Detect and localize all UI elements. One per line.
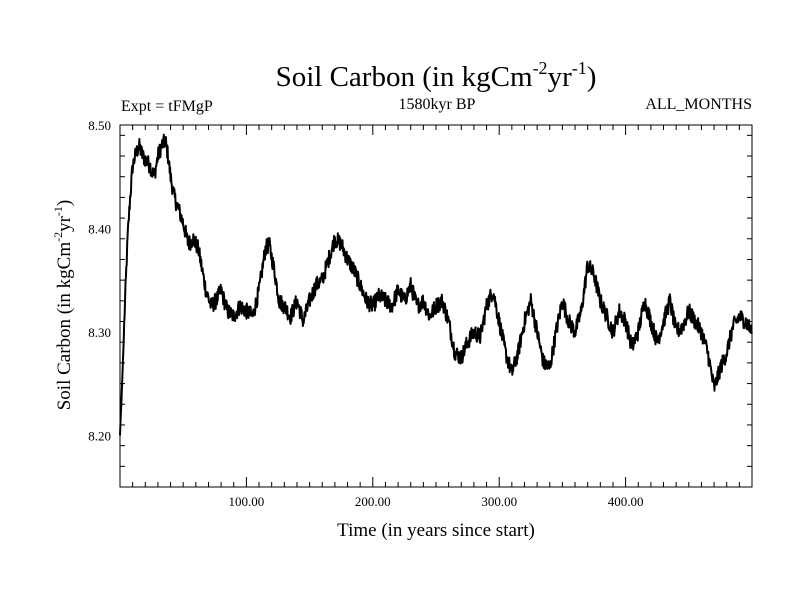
y-axis-label: Soil Carbon (in kgCm-2yr-1): [51, 200, 75, 411]
y-tick-label: 8.20: [88, 428, 111, 443]
x-tick-label: 300.00: [481, 494, 517, 509]
x-axis-label: Time (in years since start): [337, 520, 535, 541]
y-tick-label: 8.40: [88, 221, 111, 236]
subtitle-right: ALL_MONTHS: [645, 96, 752, 113]
series-line: [119, 133, 753, 436]
plot-frame: [119, 124, 753, 488]
x-tick-label: 400.00: [608, 494, 644, 509]
y-tick-label: 8.50: [88, 118, 111, 133]
x-tick-label: 100.00: [229, 494, 265, 509]
subtitle-left: Expt = tFMgP: [121, 98, 213, 115]
y-tick-label: 8.30: [88, 325, 111, 340]
x-tick-label: 200.00: [355, 494, 391, 509]
chart-title: Soil Carbon (in kgCm-2yr-1): [276, 58, 597, 93]
axis-tick-labels: 100.00 200.00 300.00 400.00 8.20 8.30 8.40 8.50: [88, 118, 643, 509]
axis-ticks: [120, 125, 752, 487]
subtitle-center: 1580kyr BP: [399, 96, 476, 113]
